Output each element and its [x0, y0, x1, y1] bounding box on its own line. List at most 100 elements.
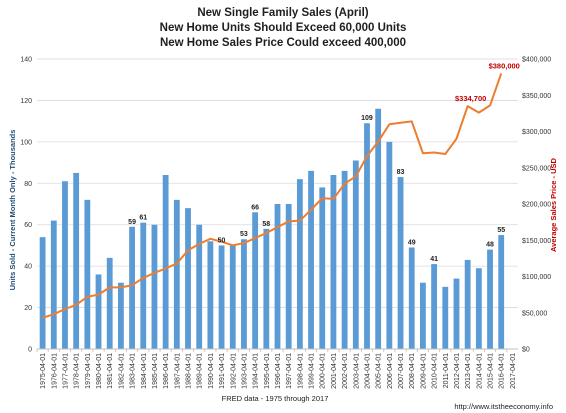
bar-data-label: 55 — [497, 227, 505, 234]
bar-data-label: 83 — [397, 169, 405, 176]
title-line-3: New Home Sales Price Could exceed 400,00… — [160, 37, 406, 49]
x-tick-label: 1977-04-01 — [62, 353, 69, 389]
chart-title: New Single Family Sales (April) New Home… — [160, 7, 407, 49]
bar-data-label: 59 — [128, 219, 136, 226]
x-tick-label: 2007-04-01 — [398, 353, 405, 389]
bar — [252, 212, 259, 349]
x-tick-label: 2011-04-01 — [443, 353, 450, 388]
x-tick-label: 2014-04-01 — [476, 353, 483, 389]
bar — [397, 177, 404, 349]
x-tick-label: 2016-04-01 — [499, 353, 506, 389]
bar — [341, 170, 348, 349]
bar-data-label: 61 — [139, 215, 147, 222]
bar — [420, 282, 426, 349]
x-tick-label: 1984-04-01 — [141, 353, 148, 389]
x-tick-label: 1993-04-01 — [241, 353, 248, 389]
title-line-1: New Single Family Sales (April) — [197, 7, 368, 19]
x-tick-label: 2004-04-01 — [364, 353, 371, 389]
bar — [207, 241, 214, 349]
bar — [263, 228, 270, 349]
price-point-label: $334,700 — [455, 94, 486, 103]
bar — [73, 172, 80, 349]
bar — [196, 224, 203, 349]
bar-data-label: 48 — [486, 242, 494, 249]
x-tick-label: 1975-04-01 — [40, 353, 47, 389]
bar — [364, 123, 370, 349]
bar — [84, 199, 91, 349]
x-tick-label: 1998-04-01 — [297, 353, 304, 389]
x-tick-label: 1997-04-01 — [286, 353, 293, 389]
x-tick-label: 1980-04-01 — [96, 353, 103, 389]
x-tick-label: 1983-04-01 — [130, 353, 137, 389]
y-tick-right: $400,000 — [522, 57, 551, 64]
bar — [308, 170, 314, 349]
y-tick-left: 100 — [20, 139, 32, 146]
bar — [375, 108, 382, 349]
y-tick-right: $150,000 — [522, 238, 551, 245]
bar — [140, 222, 147, 349]
x-tick-label: 2012-04-01 — [454, 353, 461, 389]
bar — [487, 249, 493, 349]
x-axis-label: FRED data - 1975 through 2017 — [222, 394, 329, 403]
bar — [352, 160, 359, 349]
y-tick-left: 20 — [24, 305, 32, 312]
axes: 0 20 40 60 80 100 120 140 $0 $50,000 $100,000 $150,… — [20, 57, 551, 389]
x-tick-label: 1996-04-01 — [275, 353, 282, 389]
x-tick-label: 1991-04-01 — [219, 353, 226, 389]
price-line — [42, 73, 503, 319]
x-tick-label: 2013-04-01 — [465, 353, 472, 389]
bar — [173, 199, 180, 349]
bar — [386, 141, 393, 349]
x-tick-label: 2003-04-01 — [353, 353, 360, 389]
x-tick-label: 2002-04-01 — [342, 353, 349, 389]
bar — [95, 274, 102, 349]
x-tick-label: 1986-04-01 — [163, 353, 170, 389]
bar — [285, 204, 292, 349]
y-axis-left-label: Units Sold - Current Month Only - Thousa… — [8, 130, 17, 291]
y-tick-right: $250,000 — [522, 165, 551, 172]
x-tick-label: 1994-04-01 — [253, 353, 260, 389]
bar — [162, 175, 169, 349]
x-tick-label: 1978-04-01 — [74, 353, 81, 389]
y-tick-left: 80 — [24, 181, 32, 188]
bar — [50, 220, 57, 349]
bar — [408, 247, 415, 349]
x-tick-label: 1985-04-01 — [152, 353, 159, 389]
bar-data-label: 50 — [218, 237, 226, 244]
title-line-2: New Home Units Should Exceed 60,000 Unit… — [160, 22, 407, 34]
y-tick-right: $300,000 — [522, 129, 551, 136]
bar — [229, 245, 236, 349]
x-tick-label: 1976-04-01 — [51, 353, 58, 389]
y-tick-left: 40 — [24, 264, 32, 271]
x-tick-label: 1990-04-01 — [208, 353, 215, 389]
bar — [62, 181, 68, 349]
x-tick-label: 1979-04-01 — [85, 353, 92, 389]
y-tick-left: 0 — [28, 347, 32, 354]
y-tick-right: $50,000 — [522, 310, 547, 317]
bar — [39, 237, 46, 349]
bar — [464, 259, 471, 349]
x-tick-label: 2005-04-01 — [376, 353, 383, 389]
y-tick-right: $200,000 — [522, 202, 551, 209]
x-tick-label: 2017-04-01 — [510, 353, 517, 389]
x-tick-label: 2015-04-01 — [488, 353, 495, 389]
bar — [431, 264, 438, 349]
bar — [330, 175, 337, 349]
y-tick-right: $0 — [522, 347, 530, 354]
bar — [117, 282, 124, 349]
bar — [274, 204, 281, 349]
y-tick-right: $100,000 — [522, 274, 551, 281]
bar-data-label: 41 — [430, 256, 438, 263]
x-tick-label: 2009-04-01 — [420, 353, 427, 389]
bar — [106, 257, 113, 349]
bar — [296, 179, 303, 349]
x-tick-label: 2010-04-01 — [432, 353, 439, 389]
bar-data-label: 49 — [408, 240, 416, 247]
x-tick-label: 2001-04-01 — [331, 353, 338, 389]
y-tick-left: 120 — [20, 98, 32, 105]
bar — [475, 268, 482, 349]
x-tick-label: 1995-04-01 — [264, 353, 271, 389]
